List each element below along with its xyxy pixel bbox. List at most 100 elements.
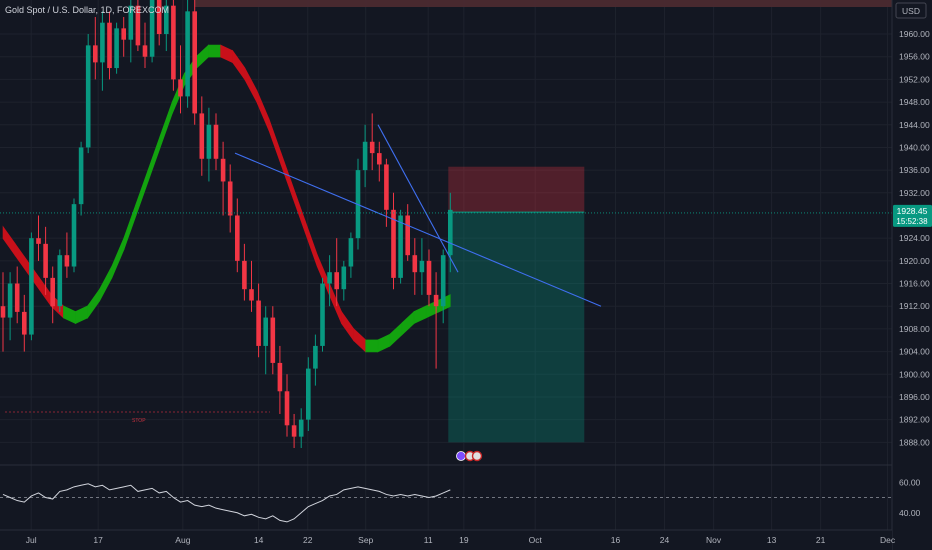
take-profit-zone[interactable] [448,212,585,443]
candle-body [306,368,311,420]
candle-body [256,300,261,346]
time-tick-label: Nov [706,535,722,545]
last-price-badge: 1928.45 15:52:38 [893,204,932,227]
price-tick-label: 1920.00 [899,256,930,266]
time-tick-label: 24 [660,535,670,545]
candle-body [85,45,91,148]
price-tick-label: 1924.00 [899,233,930,243]
last-price-value: 1928.45 [897,206,928,216]
candle-body [426,260,432,295]
candle-body [220,158,226,182]
stop-marker-label: STOP [132,418,146,424]
candle-body [313,345,318,369]
price-tick-label: 1904.00 [899,347,930,357]
candle-body [369,141,375,154]
candle-body [377,153,382,165]
candle-body [384,164,389,210]
candle-body [128,5,134,40]
trend-lines[interactable] [234,124,602,307]
trend-line[interactable] [234,152,602,307]
band-indicator [2,44,451,353]
candle-body [362,141,368,171]
candle-body [249,289,254,301]
candle-body [0,306,6,318]
price-axis[interactable] [892,0,932,550]
price-tick-label: 1888.00 [899,437,930,447]
dividend-event-icon[interactable] [456,451,466,461]
price-tick-label: 1936.00 [899,165,930,175]
candle-body [320,283,325,346]
candle-body [334,272,339,290]
price-tick-label: 1900.00 [899,369,930,379]
event-icons[interactable] [456,450,483,462]
candle-body [192,11,197,114]
candle-body [142,45,148,57]
candle-body [171,5,176,80]
price-tick-label: 1940.00 [899,142,930,152]
time-tick-label: 11 [424,535,433,545]
time-tick-label: 14 [254,535,264,545]
time-tick-label: Oct [529,535,543,545]
oscillator-line [2,483,451,523]
time-tick-label: Jul [26,535,37,545]
candle-body [398,215,403,278]
time-axis[interactable] [0,530,892,550]
symbol-title[interactable]: Gold Spot / U.S. Dollar, 1D, FOREXCOM [5,5,169,15]
candle-body [270,317,276,363]
candle-body [291,425,297,437]
price-tick-label: 1916.00 [899,279,930,289]
time-tick-label: 19 [459,535,469,545]
candle-body [50,277,55,307]
candle-body [327,272,332,284]
candle-body [164,5,169,35]
candle-body [114,28,119,69]
candle-body [405,215,410,256]
time-tick-label: Aug [175,535,190,545]
price-tick-label: 1932.00 [899,188,930,198]
candle-body [178,79,183,97]
time-tick-label: 22 [303,535,313,545]
candle-body [419,260,425,273]
price-tick-label: 1960.00 [899,29,930,39]
candle-body [107,22,112,69]
candle-body [121,28,126,40]
candle-body [135,5,141,46]
candle-body [156,0,162,35]
stop-loss-zone[interactable] [448,166,585,213]
candle-body [213,124,219,159]
time-tick-label: 21 [816,535,826,545]
candles [0,0,453,448]
trend-line[interactable] [377,124,459,273]
candle-body [71,204,77,267]
candle-body [64,255,70,267]
currency-label: USD [902,6,920,16]
candle-body [57,255,63,307]
band-segment [208,44,221,58]
candle-body [263,317,268,346]
candle-body [341,266,347,290]
oscillator-tick-label: 40.00 [899,508,921,518]
oscillator-tick-label: 60.00 [899,477,921,487]
candle-body [433,294,439,307]
band-segment [365,339,379,353]
us-flag-event-icon-2[interactable] [471,450,483,462]
candle-body [242,260,247,290]
candle-body [29,238,34,335]
time-axis-labels: Jul 17 Aug 14 22 Sep 11 19 Oct 16 24 Nov 13 21 Dec [26,535,896,545]
candle-body [100,22,105,63]
candle-body [22,311,27,335]
oscillator-pane [0,483,892,523]
oscillator-axis-labels: 60.00 40.00 [899,477,921,518]
price-tick-label: 1948.00 [899,97,930,107]
grid [0,0,892,530]
candle-body [199,113,205,159]
candle-body [440,255,446,307]
time-tick-label: Sep [358,535,373,545]
risk-reward-tool[interactable] [448,166,585,443]
time-tick-label: Dec [880,535,896,545]
candle-body [298,419,304,437]
currency-button[interactable]: USD [895,2,927,19]
candle-body [391,209,396,278]
price-tick-label: 1912.00 [899,301,930,311]
